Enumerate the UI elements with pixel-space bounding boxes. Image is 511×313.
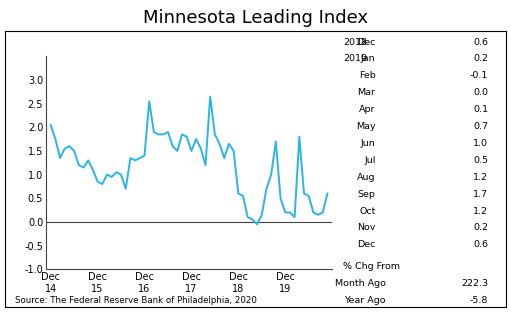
Text: 222.3: 222.3 (461, 279, 488, 288)
Text: Aug: Aug (357, 173, 376, 182)
Text: Sep: Sep (358, 190, 376, 199)
Text: Minnesota Leading Index: Minnesota Leading Index (143, 9, 368, 28)
Text: 1.7: 1.7 (473, 190, 488, 199)
Text: 0.5: 0.5 (473, 156, 488, 165)
Text: 2018: 2018 (343, 38, 367, 47)
Text: 1.0: 1.0 (473, 139, 488, 148)
Text: Oct: Oct (359, 207, 376, 216)
Text: 0.2: 0.2 (473, 223, 488, 233)
Text: 0.6: 0.6 (473, 240, 488, 249)
Text: 2019: 2019 (343, 54, 367, 64)
Text: Mar: Mar (358, 88, 376, 97)
Text: Year Ago: Year Ago (344, 296, 386, 305)
Text: May: May (356, 122, 376, 131)
Text: -0.1: -0.1 (470, 71, 488, 80)
Text: % Chg From: % Chg From (343, 262, 401, 271)
Text: 0.6: 0.6 (473, 38, 488, 47)
Text: 1.2: 1.2 (473, 207, 488, 216)
Text: Dec: Dec (357, 240, 376, 249)
Text: Nov: Nov (357, 223, 376, 233)
Text: Source: The Federal Reserve Bank of Philadelphia, 2020: Source: The Federal Reserve Bank of Phil… (15, 296, 257, 305)
Text: Dec: Dec (357, 38, 376, 47)
Text: 1.2: 1.2 (473, 173, 488, 182)
Text: 0.0: 0.0 (473, 88, 488, 97)
Text: 0.1: 0.1 (473, 105, 488, 114)
Text: Jun: Jun (361, 139, 376, 148)
Text: Month Ago: Month Ago (335, 279, 386, 288)
Text: -5.8: -5.8 (470, 296, 488, 305)
Text: Jan: Jan (361, 54, 376, 64)
Text: 0.7: 0.7 (473, 122, 488, 131)
Text: Feb: Feb (359, 71, 376, 80)
Text: Apr: Apr (359, 105, 376, 114)
Text: 0.2: 0.2 (473, 54, 488, 64)
Text: Jul: Jul (364, 156, 376, 165)
